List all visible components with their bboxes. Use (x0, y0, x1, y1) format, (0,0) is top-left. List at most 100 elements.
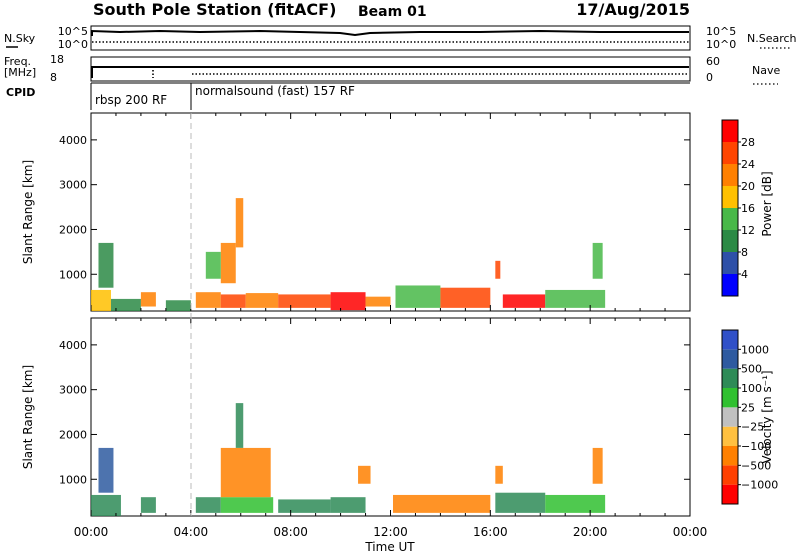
freq-panel: Freq. [MHz] 18 8 60 0 Nave (4, 53, 780, 85)
velocity-patch (91, 494, 121, 516)
power-patch (365, 296, 391, 307)
colorbar-tick-label: 24 (741, 158, 755, 171)
time-axis: 00:00 04:00 08:00 12:00 16:00 20:00 00:00 (74, 525, 708, 539)
nave-tick-bottom: 0 (706, 71, 713, 84)
power-patch (495, 260, 501, 279)
colorbar-tick-label: −100 (741, 440, 771, 453)
freq-label-1: Freq. (4, 55, 31, 68)
colorbar-tick-label: 28 (741, 136, 755, 149)
colorbar-tick-label: −25 (741, 421, 764, 434)
freq-label-2: [MHz] (4, 66, 36, 79)
power-y-label: Slant Range [km] (21, 160, 35, 264)
velocity-panel: 1000 2000 3000 4000 Slant Range [km] 1000 50… (21, 317, 778, 517)
x-tick-label: 00:00 (74, 525, 109, 539)
colorbar-swatch (722, 208, 738, 230)
power-patch (395, 285, 441, 308)
colorbar-swatch (722, 388, 738, 408)
noise-right-tick-top: 10^5 (706, 25, 736, 38)
date-label: 17/Aug/2015 (576, 0, 690, 19)
velocity-patch (330, 497, 366, 513)
power-patch (165, 300, 191, 311)
noise-left-tick-bottom: 10^0 (58, 38, 88, 51)
power-colorbar: 4 8 12 16 20 24 28 (721, 119, 755, 297)
velocity-patch (495, 465, 503, 484)
power-patch (545, 289, 606, 308)
velocity-colorbar: 1000 500 100 25 −25 −100 −500 −1000 (721, 329, 778, 505)
velocity-patch (592, 447, 603, 484)
velocity-patch (98, 447, 114, 493)
velocity-patch (235, 403, 244, 448)
power-heatmap (91, 198, 606, 311)
velocity-patch (495, 492, 546, 513)
noise-left-tick-top: 10^5 (58, 25, 88, 38)
colorbar-tick-label: 100 (741, 382, 762, 395)
cpid-segment-1: rbsp 200 RF (95, 93, 167, 107)
noise-right-tick-bottom: 10^0 (706, 38, 736, 51)
freq-tick-bottom: 8 (50, 71, 57, 84)
power-patch (220, 294, 246, 308)
x-tick-label: 08:00 (273, 525, 308, 539)
colorbar-swatch (722, 230, 738, 252)
colorbar-frame (721, 329, 739, 505)
colorbar-swatch (722, 426, 738, 446)
velocity-patch (358, 465, 371, 484)
y-tick-label: 3000 (59, 384, 87, 397)
colorbar-tick-label: 12 (741, 224, 755, 237)
velocity-patch (195, 497, 221, 513)
y-tick-label: 1000 (59, 268, 87, 281)
colorbar-swatch (722, 349, 738, 369)
cpid-segment-2: normalsound (fast) 157 RF (195, 84, 355, 98)
x-tick-label: 16:00 (473, 525, 508, 539)
colorbar-swatch (722, 186, 738, 208)
noise-panel: N.Sky 10^5 10^0 10^5 10^0 N.Search (4, 25, 797, 51)
velocity-patch (545, 494, 606, 513)
x-tick-label: 04:00 (174, 525, 209, 539)
velocity-patch (220, 447, 271, 498)
colorbar-swatch (722, 368, 738, 388)
noise-right-label: N.Search (747, 32, 797, 45)
power-patch (220, 242, 236, 284)
power-plot-frame (90, 112, 691, 312)
colorbar-swatch (722, 164, 738, 186)
nave-tick-top: 60 (706, 55, 720, 68)
power-patch (205, 251, 221, 279)
power-patch (140, 292, 156, 307)
colorbar-tick-label: 16 (741, 202, 755, 215)
colorbar-swatch (722, 484, 738, 504)
beam-label: Beam 01 (358, 4, 427, 20)
freq-tick-top: 18 (50, 53, 64, 66)
x-tick-label: 20:00 (573, 525, 608, 539)
power-patch (278, 294, 331, 308)
colorbar-swatch (722, 274, 738, 296)
velocity-patch (140, 497, 156, 513)
colorbar-swatch (722, 252, 738, 274)
power-patch (98, 242, 114, 288)
power-panel: 1000 2000 3000 4000 Slant Range [km] 4 8 12 16… (21, 112, 774, 312)
colorbar-tick-label: 20 (741, 180, 755, 193)
x-tick-label: 12:00 (373, 525, 408, 539)
velocity-patch (392, 494, 491, 513)
nave-label: Nave (752, 64, 780, 77)
power-patch (235, 198, 244, 248)
colorbar-swatch (722, 465, 738, 485)
velocity-patch (278, 499, 331, 513)
y-tick-label: 1000 (59, 473, 87, 486)
y-tick-label: 3000 (59, 179, 87, 192)
colorbar-tick-label: 4 (741, 268, 748, 281)
cpid-label: CPID (6, 86, 35, 99)
velocity-y-label: Slant Range [km] (21, 365, 35, 469)
y-tick-label: 2000 (59, 428, 87, 441)
power-patch (245, 293, 279, 308)
noise-left-label: N.Sky (4, 32, 36, 45)
cpid-panel: CPID rbsp 200 RF normalsound (fast) 157 … (6, 82, 690, 110)
power-patch (592, 242, 603, 279)
power-patch (502, 294, 546, 308)
y-tick-label: 4000 (59, 339, 87, 352)
colorbar-tick-label: 8 (741, 246, 748, 259)
power-patch (110, 298, 141, 311)
colorbar-tick-label: 1000 (741, 343, 769, 356)
power-patch (91, 289, 111, 311)
colorbar-swatch (722, 407, 738, 427)
noise-sky-line (91, 29, 689, 37)
power-patch (440, 287, 491, 308)
